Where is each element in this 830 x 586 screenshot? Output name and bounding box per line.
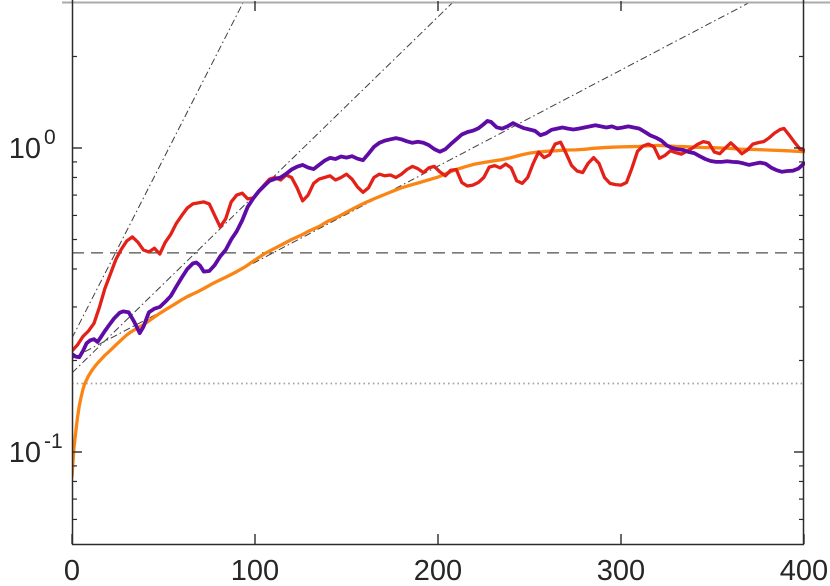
y-tick-exponent: 0 xyxy=(44,126,56,149)
x-tick-label: 300 xyxy=(597,555,645,586)
axis-ticks xyxy=(71,1,805,544)
dashdot-fast-growth xyxy=(72,1,245,339)
data-series xyxy=(72,119,805,479)
red-curve xyxy=(72,126,805,353)
x-tick-label: 400 xyxy=(780,555,828,586)
x-tick-label: 100 xyxy=(231,555,279,586)
y-tick-label: 10 xyxy=(9,133,41,165)
reference-lines xyxy=(72,1,804,385)
y-tick-label: 10 xyxy=(9,437,41,469)
axes-frame xyxy=(62,0,830,546)
y-tick-exponent: -1 xyxy=(44,430,63,453)
x-tick-label: 200 xyxy=(414,555,462,586)
orange-curve xyxy=(72,143,805,479)
purple-curve xyxy=(72,119,805,360)
x-tick-label: 0 xyxy=(64,555,80,586)
